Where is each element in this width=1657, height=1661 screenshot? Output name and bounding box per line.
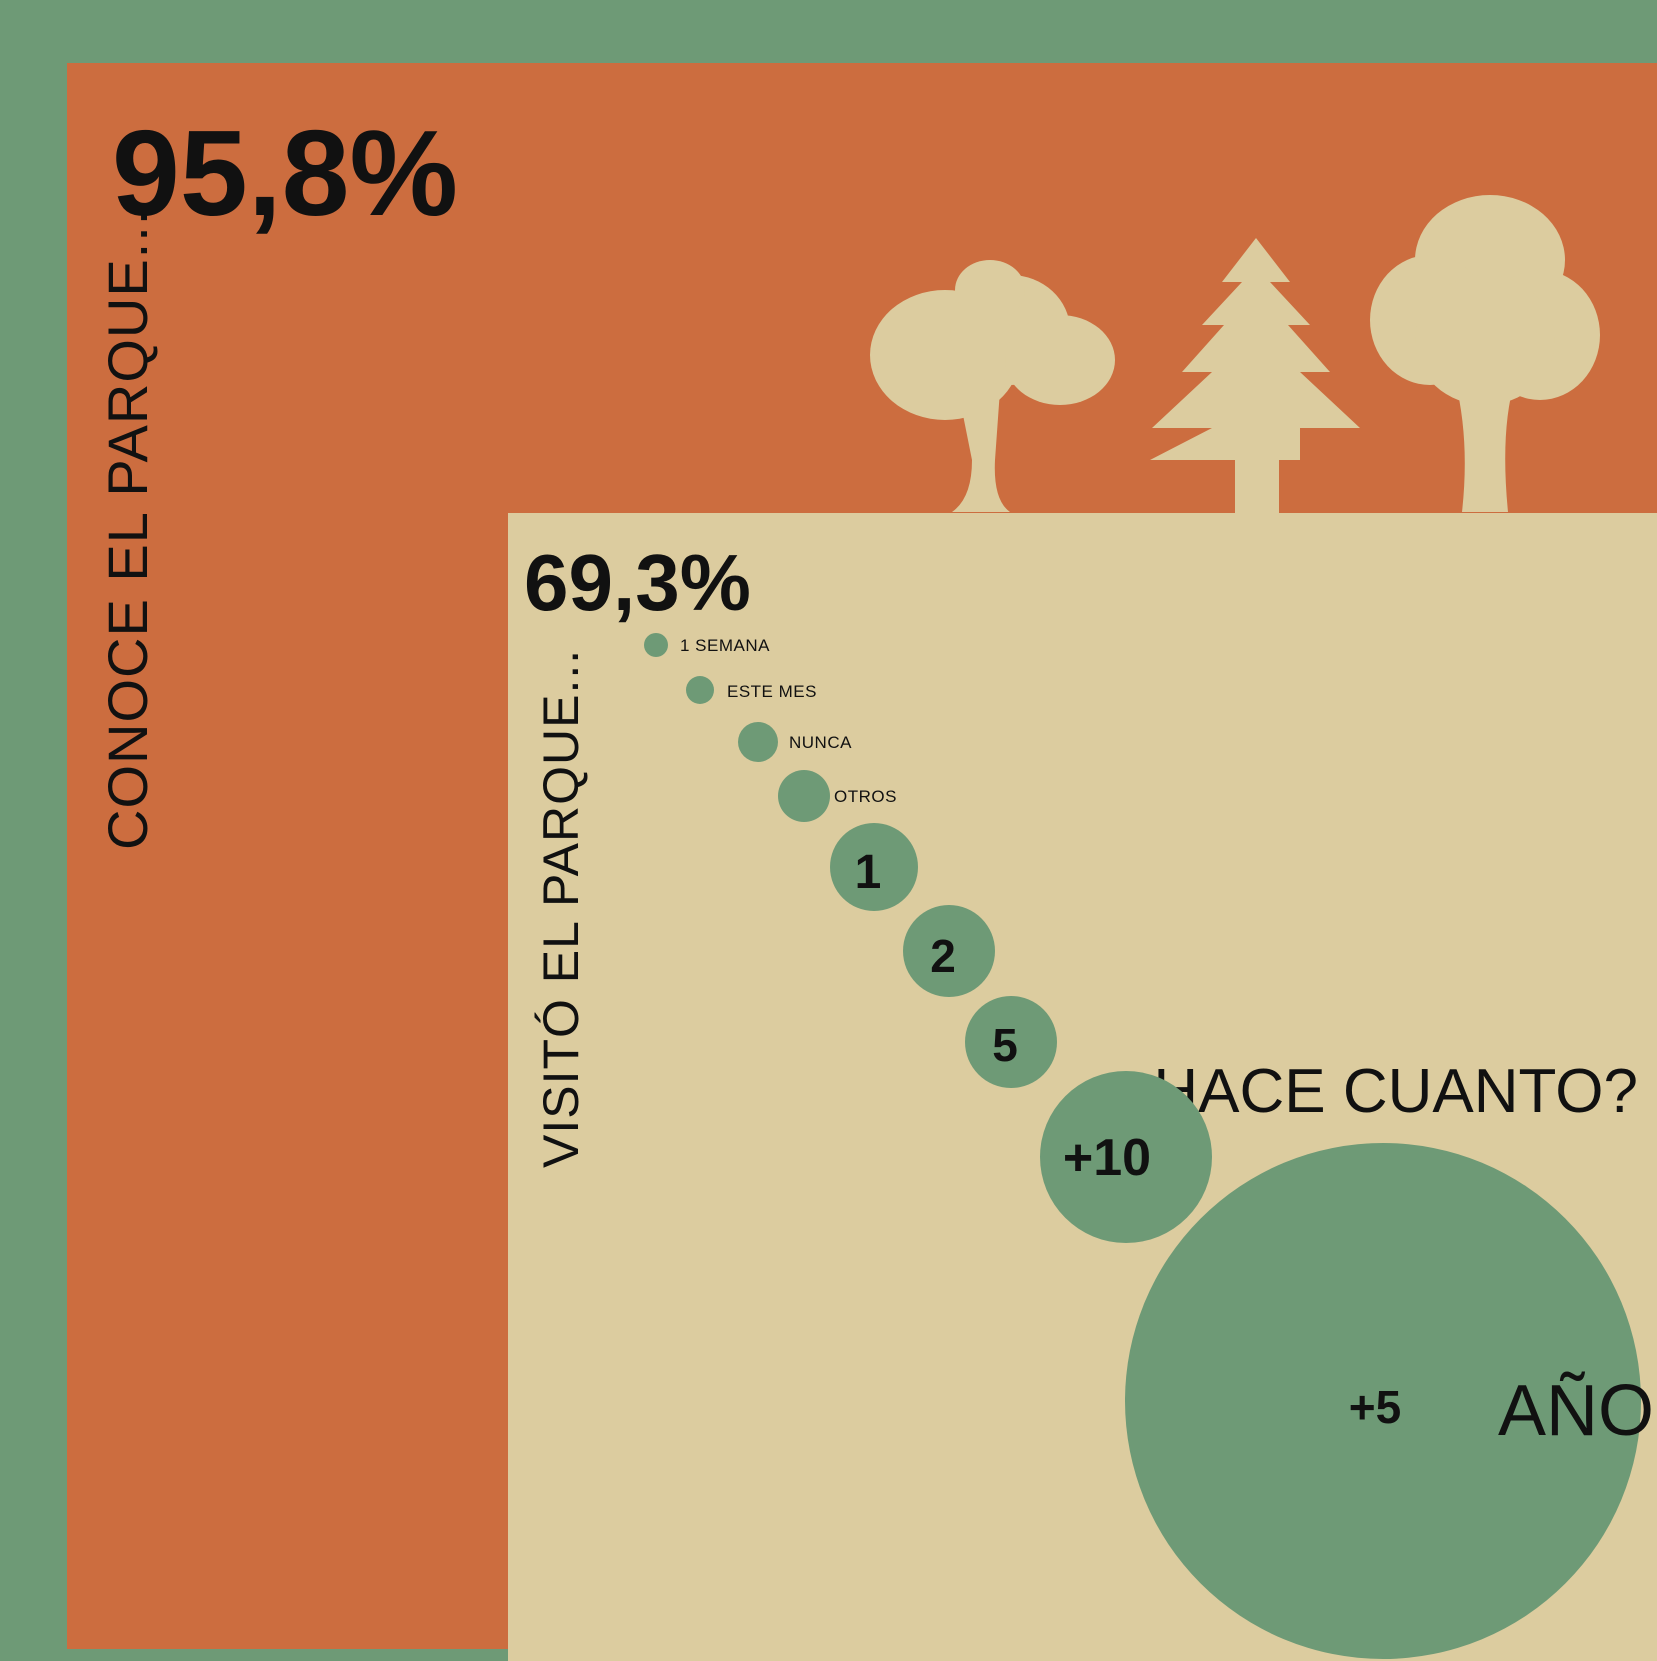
- bubble-label-1-semana: 1 SEMANA: [680, 636, 770, 655]
- question-title: ¿HACE CUANTO?: [1116, 1057, 1639, 1126]
- bubble-label-10: +10: [1063, 1129, 1151, 1187]
- bubble-label-5: +5: [1349, 1381, 1401, 1433]
- bubble-este-mes: [686, 676, 714, 704]
- pine-tree-icon: [1150, 238, 1360, 513]
- bubble-label-este-mes: ESTE MES: [727, 682, 817, 701]
- bubble-1-semana: [644, 633, 668, 657]
- bubble-1: [830, 823, 918, 911]
- bubble-label-5: 5: [992, 1019, 1018, 1071]
- unit-label: AÑOS: [1498, 1371, 1657, 1451]
- visited-percentage: 69,3%: [524, 538, 751, 627]
- known-percentage: 95,8%: [112, 105, 458, 241]
- known-label: CONOCE EL PARQUE...: [96, 209, 159, 850]
- bubble-10: [1040, 1071, 1212, 1243]
- bubble-label-1: 1: [855, 846, 882, 899]
- bubble-group: 1 SEMANA ESTE MES NUNCA OTROS 125 +10 +5: [644, 633, 1641, 1659]
- bubble-otros: [778, 770, 830, 822]
- bubble-label-otros: OTROS: [834, 787, 897, 806]
- visited-label: VISITÓ EL PARQUE...: [533, 649, 589, 1168]
- bubble-label-2: 2: [930, 930, 956, 982]
- bubble-nunca: [738, 722, 778, 762]
- bubble-label-nunca: NUNCA: [789, 733, 852, 752]
- bubble-2: [903, 905, 995, 997]
- mushroom-tree-icon: [870, 260, 1115, 512]
- bubble-5: [965, 996, 1057, 1088]
- round-tree-icon: [1370, 195, 1600, 512]
- bubble-5: [1125, 1143, 1641, 1659]
